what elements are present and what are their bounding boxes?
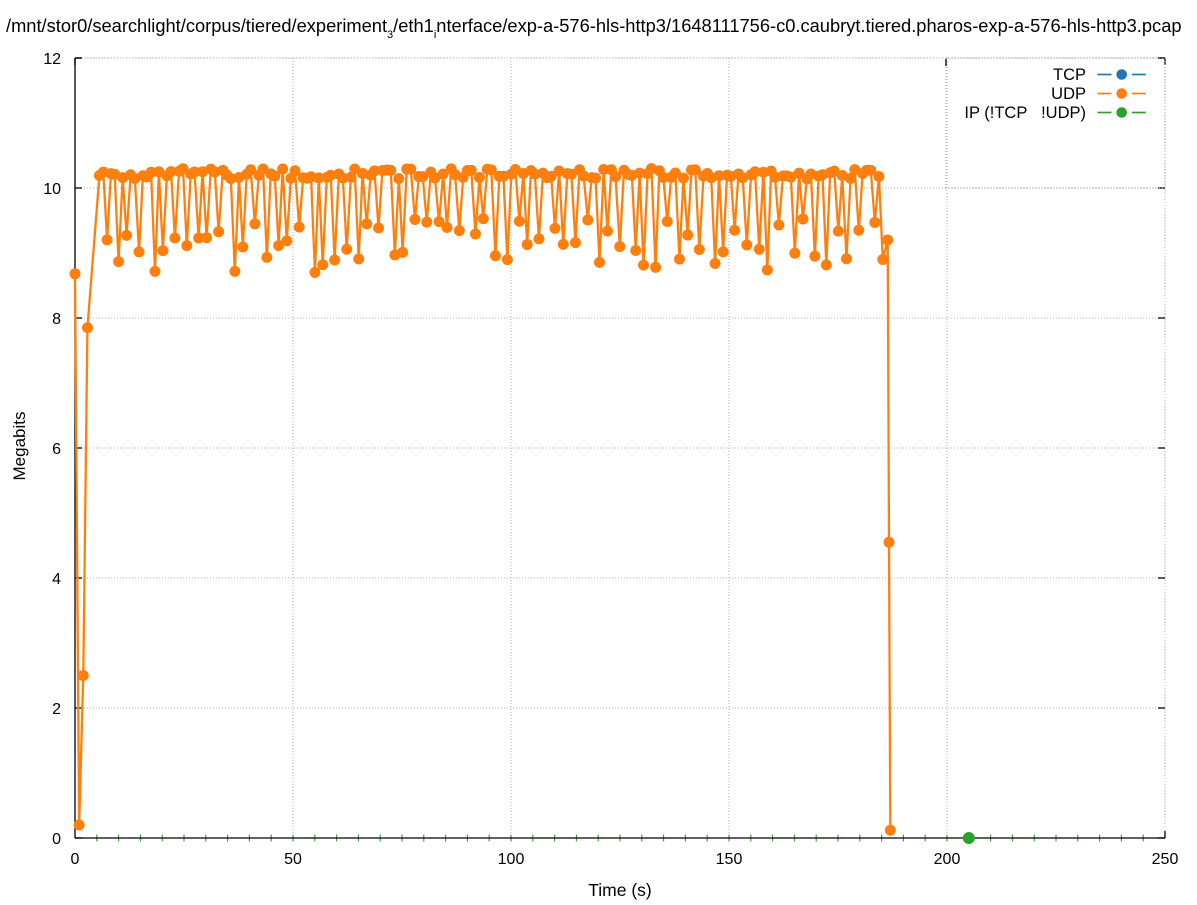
svg-text:200: 200 — [934, 851, 961, 868]
svg-text:Time (s): Time (s) — [588, 880, 652, 900]
svg-text:10: 10 — [43, 181, 61, 198]
svg-text:Megabits: Megabits — [10, 412, 29, 481]
svg-text:12: 12 — [43, 51, 61, 68]
svg-text:UDP: UDP — [1051, 85, 1086, 103]
svg-text:0: 0 — [71, 851, 80, 868]
svg-text:50: 50 — [284, 851, 302, 868]
svg-text:250: 250 — [1152, 851, 1179, 868]
svg-text:0: 0 — [52, 831, 61, 848]
svg-text:TCP: TCP — [1053, 66, 1086, 84]
svg-text:6: 6 — [52, 441, 61, 458]
svg-text:IP (!TCP !UDP): IP (!TCP !UDP) — [964, 104, 1086, 122]
svg-text:150: 150 — [716, 851, 743, 868]
svg-text:4: 4 — [52, 571, 61, 588]
svg-text:100: 100 — [498, 851, 525, 868]
svg-text:2: 2 — [52, 701, 61, 718]
svg-text:8: 8 — [52, 311, 61, 328]
